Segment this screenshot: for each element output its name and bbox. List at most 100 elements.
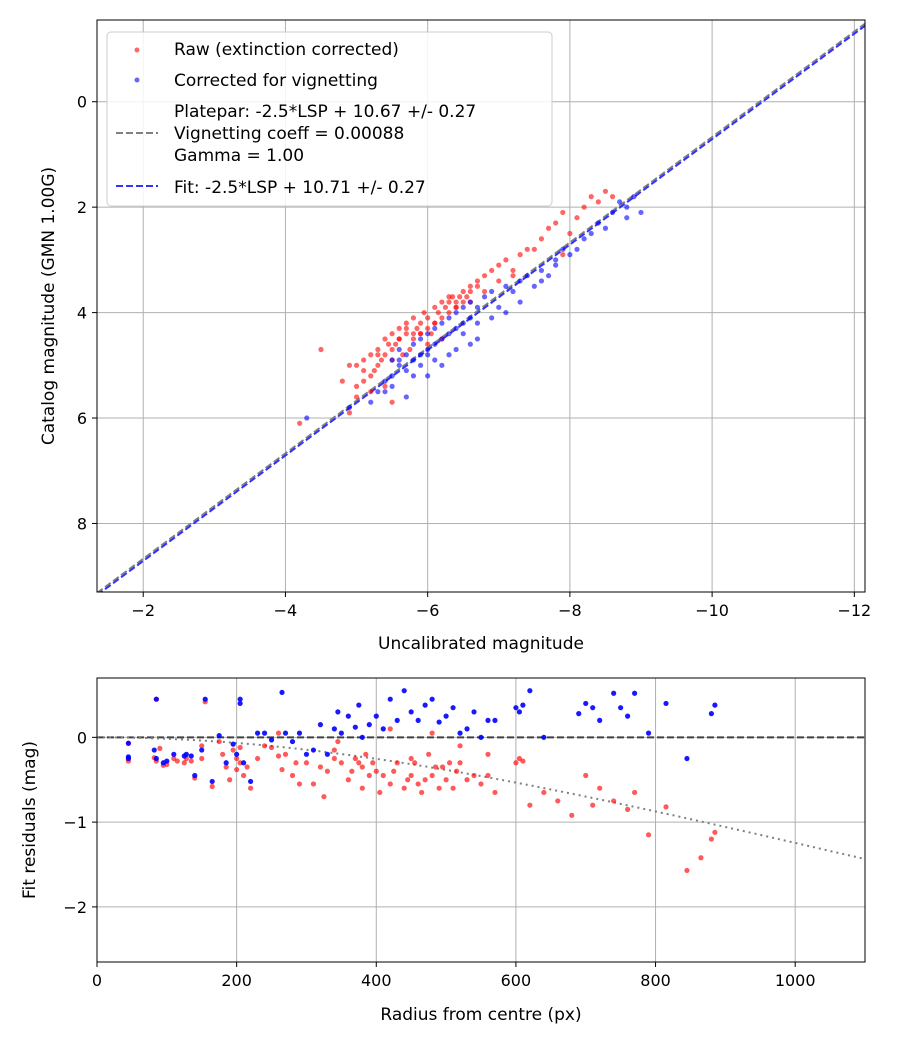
residual-raw-point [583,772,589,779]
raw-point [361,357,367,363]
residual-corrected-point [492,717,498,723]
corrected-point [410,357,417,363]
raw-point [403,325,409,332]
residual-corrected-point [478,734,484,740]
corrected-point [460,331,466,337]
raw-point [581,204,587,210]
residual-corrected-point [192,772,198,779]
residual-raw-point [268,744,275,751]
raw-point [382,352,388,358]
legend-gamma-label: Gamma = 1.00 [174,146,304,166]
raw-point [382,383,388,389]
legend-vignetting-label: Vignetting coeff = 0.00088 [174,124,404,144]
corrected-point [524,273,530,279]
bottom-x-tick-label: 1000 [775,971,816,990]
corrected-point [432,325,438,332]
bottom-x-tick-label: 800 [640,971,671,990]
residual-corrected-point [632,690,638,696]
raw-point [361,378,367,384]
platepar-line [97,22,865,592]
residual-raw-point [174,758,180,764]
raw-point [460,288,466,295]
residual-raw-point [199,755,205,762]
raw-point [435,309,441,316]
residual-raw-point [338,760,344,766]
residual-raw-point [356,760,362,766]
raw-point [339,378,345,384]
residual-corrected-point [248,778,254,785]
corrected-point [389,357,395,363]
corrected-point [503,283,509,289]
raw-point [439,299,445,305]
raw-point [368,389,374,395]
raw-point [442,304,449,310]
legend-corrected-label: Corrected for vignetting [174,71,378,91]
corrected-point [595,220,601,226]
residual-raw-point [289,772,296,779]
residual-corrected-point [254,730,261,736]
raw-point [371,367,377,374]
corrected-point [439,362,445,368]
corrected-point [574,246,580,252]
raw-point [481,273,488,279]
residual-raw-point [422,777,428,783]
residual-corrected-point [415,717,421,723]
residual-raw-point [363,751,369,757]
corrected-point [560,246,566,252]
residual-corrected-point [436,719,442,725]
corrected-point [503,309,509,316]
raw-point [393,341,399,347]
raw-point [567,230,573,237]
residual-raw-point [199,743,205,749]
top-x-tick-label: −6 [416,601,440,620]
residual-raw-point [450,785,456,791]
bottom-x-tick-label: 400 [361,971,392,990]
residual-corrected-point [335,709,341,715]
residual-corrected-point [317,722,324,728]
raw-point [553,220,559,226]
residual-raw-point [317,764,324,770]
residual-raw-point [237,744,243,751]
residual-corrected-point [541,734,547,740]
residual-raw-point [188,758,194,764]
residual-corrected-point [125,755,132,762]
bottom-scatter-points [125,688,718,874]
residual-raw-point [611,798,617,804]
raw-point [396,325,402,332]
raw-point [389,331,395,337]
corrected-point [375,389,381,395]
residual-raw-point [248,785,254,791]
residual-corrected-point [645,730,652,736]
residual-corrected-point [183,751,189,757]
legend-corrected-marker [134,77,140,83]
residual-raw-point [590,802,596,808]
raw-point [474,283,481,289]
residual-raw-point [419,789,425,796]
residual-raw-point [645,832,652,838]
residual-raw-point [275,753,282,759]
raw-point [407,346,413,353]
corrected-point [417,352,424,358]
corrected-point [538,267,545,274]
residual-corrected-point [234,751,240,757]
residual-corrected-point [583,700,589,707]
corrected-point [538,278,545,284]
residual-raw-point [331,755,337,762]
corrected-point [403,352,409,358]
residual-raw-point [230,747,236,753]
residual-raw-point [433,764,439,770]
residual-raw-point [227,777,233,783]
residual-raw-point [698,855,704,861]
corrected-point [474,304,481,310]
calibration-plot: −2 −4 −6 −8 −10 −12 0 2 4 6 8 Uncalibrated magnitu… [39,19,871,654]
residual-raw-point [513,760,519,766]
raw-point [464,294,470,300]
raw-point [346,410,353,416]
raw-point [410,315,417,321]
corrected-point [617,199,623,205]
residual-raw-point [387,726,393,732]
corrected-point [460,320,466,326]
residual-raw-point [331,747,337,753]
residual-raw-point [478,781,484,787]
residual-raw-point [426,751,432,757]
